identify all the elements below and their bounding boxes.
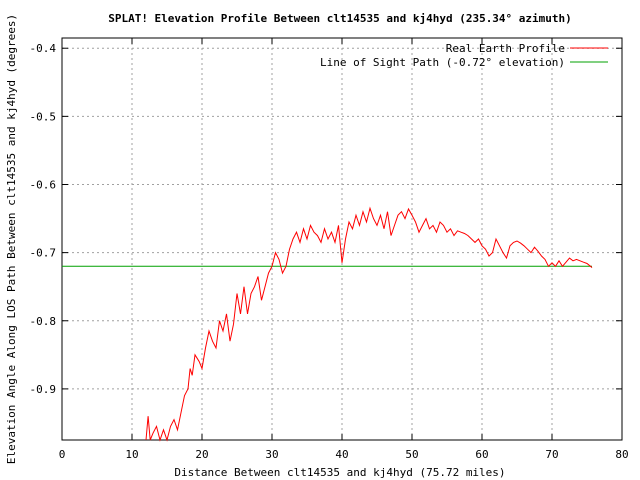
x-tick-label: 40 <box>335 448 348 461</box>
chart-title: SPLAT! Elevation Profile Between clt1453… <box>108 12 572 25</box>
y-tick-label: -0.7 <box>30 247 57 260</box>
y-tick-label: -0.6 <box>30 178 57 191</box>
x-axis-label: Distance Between clt14535 and kj4hyd (75… <box>174 466 505 479</box>
data-lines <box>62 206 593 442</box>
legend-label-line-of-sight: Line of Sight Path (-0.72° elevation) <box>320 56 565 69</box>
x-tick-label: 20 <box>195 448 208 461</box>
x-tick-label: 70 <box>545 448 558 461</box>
series-line-real-earth-profile <box>145 206 593 442</box>
x-tick-labels: 0 10 20 30 40 50 60 70 80 <box>59 448 629 461</box>
x-tick-label: 80 <box>615 448 628 461</box>
x-tick-label: 50 <box>405 448 418 461</box>
y-axis-label: Elevation Angle Along LOS Path Between c… <box>5 14 18 464</box>
y-tick-label: -0.5 <box>30 110 57 123</box>
x-tick-label: 0 <box>59 448 66 461</box>
x-tick-label: 30 <box>265 448 278 461</box>
y-tick-labels: -0.4 -0.5 -0.6 -0.7 -0.8 -0.9 <box>30 42 57 396</box>
y-tick-label: -0.8 <box>30 315 57 328</box>
y-tick-label: -0.9 <box>30 383 57 396</box>
axis-ticks <box>61 38 623 440</box>
y-tick-label: -0.4 <box>30 42 57 55</box>
legend: Real Earth Profile Line of Sight Path (-… <box>320 42 608 69</box>
grid-lines <box>62 38 622 440</box>
legend-label-real-earth-profile: Real Earth Profile <box>446 42 565 55</box>
x-tick-label: 60 <box>475 448 488 461</box>
x-tick-label: 10 <box>125 448 138 461</box>
